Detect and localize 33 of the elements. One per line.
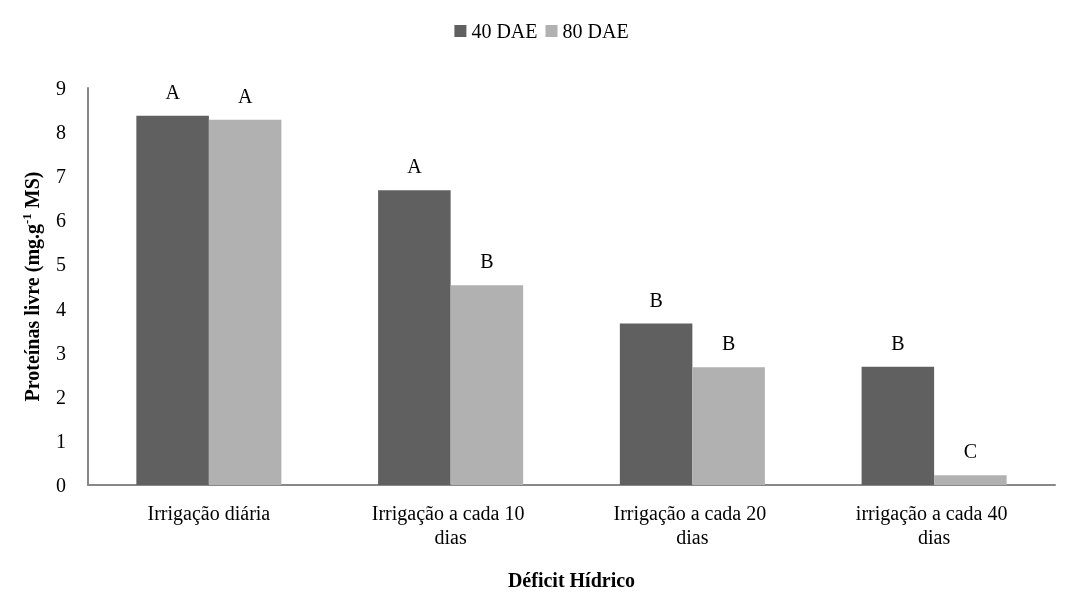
y-tick-label: 8: [56, 121, 66, 144]
y-tick-label: 5: [56, 253, 66, 276]
bar: [861, 366, 935, 485]
bar: [619, 323, 693, 485]
x-tick-label: Irrigação a cada 20 dias: [613, 502, 772, 548]
bar: [378, 190, 451, 485]
data-label: A: [407, 155, 423, 178]
y-tick-label: 2: [56, 385, 66, 408]
data-label: B: [891, 331, 905, 354]
y-tick-label: 6: [56, 209, 66, 232]
bar: [934, 475, 1007, 485]
data-label: C: [963, 440, 978, 463]
x-tick-label: Irrigação diária: [147, 502, 271, 525]
legend-label: 80 DAE: [562, 20, 629, 42]
y-tick-label: 9: [56, 77, 66, 99]
bar: [450, 285, 524, 485]
data-label: A: [165, 80, 181, 103]
y-tick-label: 0: [56, 474, 66, 496]
x-axis-title: Déficit Hídrico: [507, 569, 636, 591]
data-label: A: [237, 84, 253, 107]
bar: [692, 367, 765, 485]
data-label: B: [721, 332, 736, 355]
y-tick-label: 3: [56, 341, 66, 364]
y-tick-label: 1: [56, 429, 66, 452]
bar: [136, 115, 209, 485]
y-tick-label: 4: [56, 297, 66, 320]
x-tick-label: Irrigação a cada 10 dias: [371, 502, 530, 548]
y-tick-label: 7: [56, 165, 66, 188]
bar: [208, 119, 282, 485]
data-label: B: [649, 288, 663, 311]
x-tick-label: irrigação a cada 40 dias: [855, 502, 1013, 548]
legend-label: 40 DAE: [471, 20, 538, 42]
data-label: B: [480, 250, 494, 273]
